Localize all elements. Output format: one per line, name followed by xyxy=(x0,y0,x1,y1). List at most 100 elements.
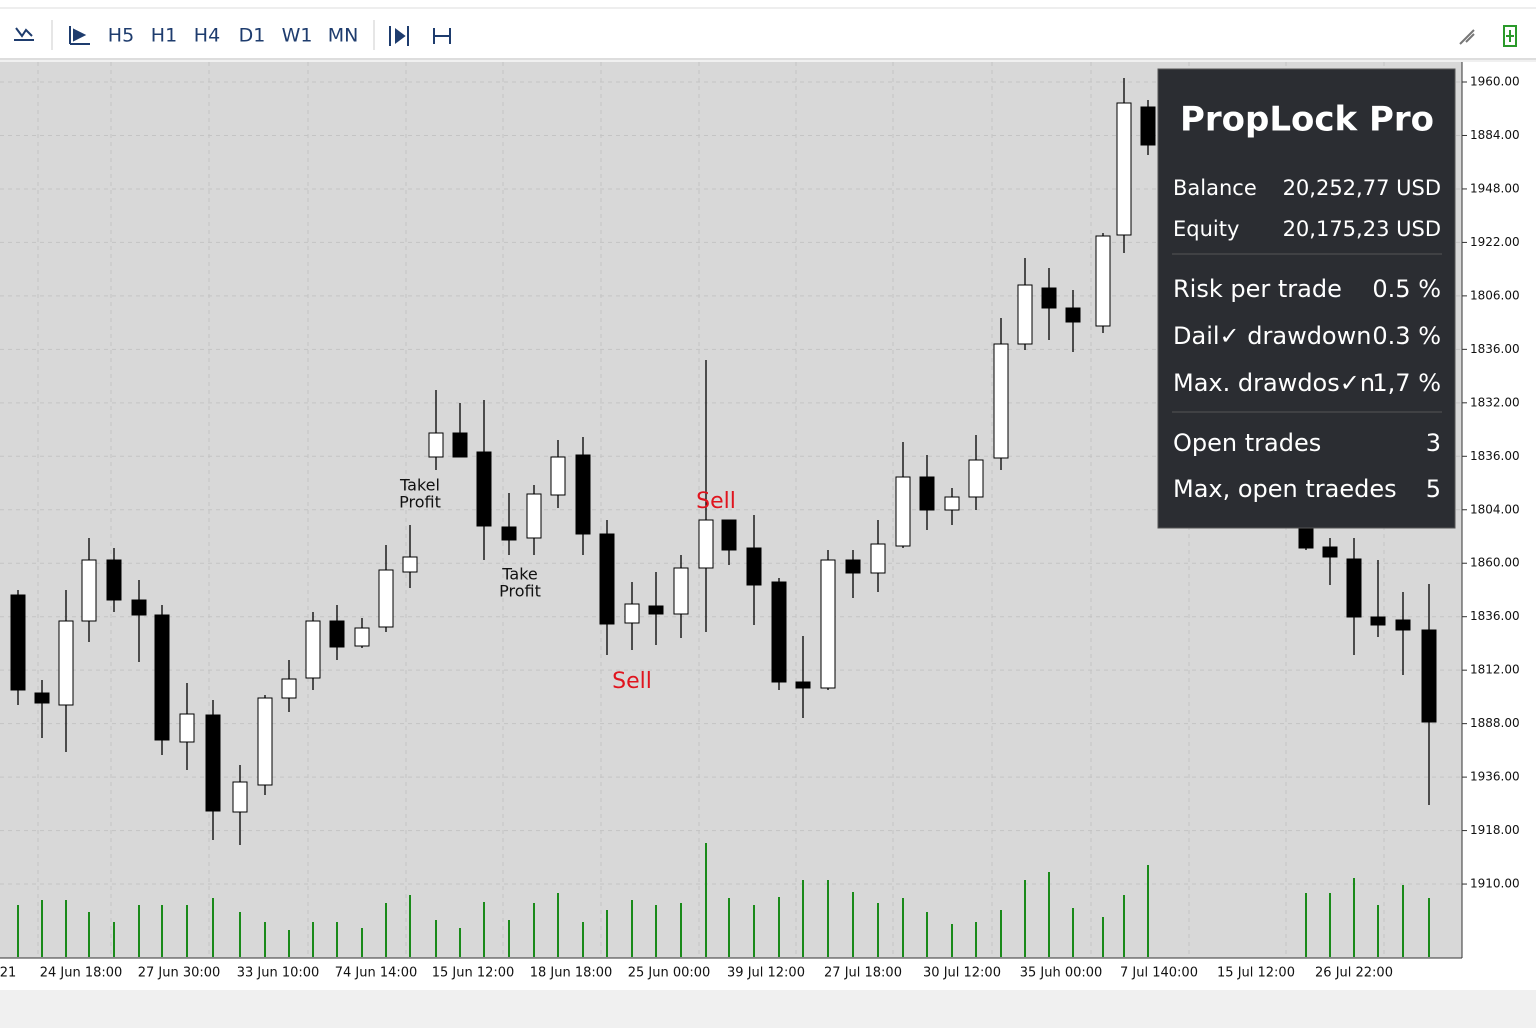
panel-value: 0.3 % xyxy=(1372,322,1441,350)
candle-body xyxy=(648,605,664,615)
timeframe-button[interactable]: H5 xyxy=(108,25,134,47)
panel-value: 0.5 % xyxy=(1372,275,1441,303)
candle-body xyxy=(179,713,195,743)
price-label: 1888.00 xyxy=(1470,716,1520,730)
time-label: 74 Jun 14:00 xyxy=(335,966,418,981)
pencil-icon[interactable] xyxy=(1459,29,1475,45)
price-label: 1832.00 xyxy=(1470,395,1520,409)
chart-annotation: Profit xyxy=(399,493,441,512)
toolbar xyxy=(0,0,1536,60)
time-label: 30 Jul 12:00 xyxy=(923,966,1001,981)
price-label: 1812.00 xyxy=(1470,663,1520,677)
candle-body xyxy=(698,519,714,569)
price-label: 1806.00 xyxy=(1470,288,1520,302)
time-label: 21 xyxy=(0,966,16,981)
panel-label: Risk per trade xyxy=(1173,275,1342,303)
chart-annotation: Sell xyxy=(696,489,736,514)
new-chart-icon[interactable] xyxy=(1503,25,1517,47)
candle-body xyxy=(746,547,762,586)
panel-value: 1,7 % xyxy=(1372,369,1441,397)
candle-body xyxy=(232,781,248,813)
candle-body xyxy=(106,559,122,601)
chart-type-icon[interactable] xyxy=(14,27,34,41)
candle-body xyxy=(10,594,26,691)
candle-body xyxy=(550,456,566,496)
panel-label: Max, open traedes xyxy=(1173,475,1397,503)
price-label: 1922.00 xyxy=(1470,235,1520,249)
candles xyxy=(10,78,1437,845)
candle-body xyxy=(968,459,984,498)
panel-label: Balance xyxy=(1173,176,1257,200)
price-label: 1836.00 xyxy=(1470,449,1520,463)
candle-body xyxy=(1065,307,1081,323)
panel-label: Max. drawdos✓n xyxy=(1173,369,1375,397)
candle-body xyxy=(919,476,935,511)
time-label: 27 Jun 30:00 xyxy=(138,966,221,981)
scroll-icon[interactable] xyxy=(69,26,90,45)
candle-body xyxy=(81,559,97,622)
price-label: 1918.00 xyxy=(1470,823,1520,837)
candle-body xyxy=(402,556,418,573)
candle-body xyxy=(378,569,394,628)
timeframe-button[interactable]: W1 xyxy=(282,25,313,47)
price-label: 1836.00 xyxy=(1470,342,1520,356)
panel-value: 20,252,77 USD xyxy=(1283,176,1441,200)
candle-body xyxy=(1298,527,1314,549)
timeframe-button[interactable]: MN xyxy=(328,25,359,47)
candle-body xyxy=(1041,287,1057,309)
time-label: 39 Jul 12:00 xyxy=(727,966,805,981)
time-label: 15 Jun 12:00 xyxy=(432,966,515,981)
candle-body xyxy=(993,343,1009,459)
candle-body xyxy=(1140,106,1156,146)
timeframe-button[interactable]: H4 xyxy=(194,25,220,47)
candle-body xyxy=(1370,616,1386,626)
candle-body xyxy=(599,533,615,625)
candle-body xyxy=(575,454,591,535)
price-label: 1910.00 xyxy=(1470,877,1520,891)
candle-body xyxy=(305,620,321,679)
candle-body xyxy=(721,519,737,551)
time-label: 26 Jul 22:00 xyxy=(1315,966,1393,981)
panel-title: PropLock Pro xyxy=(1180,100,1434,140)
candle-body xyxy=(771,581,787,683)
candle-body xyxy=(428,432,444,458)
candle-body xyxy=(131,599,147,616)
price-label: 1884.00 xyxy=(1470,128,1520,142)
candle-body xyxy=(257,697,273,786)
time-label: 25 Jun 00:00 xyxy=(628,966,711,981)
time-label: 18 Jun 18:00 xyxy=(530,966,613,981)
candle-body xyxy=(1017,284,1033,345)
period-sep-icon[interactable] xyxy=(433,28,451,44)
volumes xyxy=(17,843,1430,957)
candle-body xyxy=(624,603,640,624)
chart-annotation: Take xyxy=(501,565,537,584)
candle-body xyxy=(58,620,74,706)
candle-body xyxy=(895,476,911,547)
panel-rows: Balance 20,252,77 USD Equity 20,175,23 USD R… xyxy=(1173,176,1441,503)
candle-body xyxy=(354,627,370,647)
candle-body xyxy=(1095,235,1111,327)
price-label: 1948.00 xyxy=(1470,181,1520,195)
chart-annotation: Takel xyxy=(399,476,440,495)
shift-icon[interactable] xyxy=(389,26,409,46)
timeframe-button[interactable]: D1 xyxy=(239,25,266,47)
candle-body xyxy=(526,493,542,539)
panel-label: Dail✓ drawdown xyxy=(1173,322,1371,350)
candle-body xyxy=(820,559,836,689)
candle-body xyxy=(870,543,886,574)
price-label: 1860.00 xyxy=(1470,556,1520,570)
time-label: 35 Juh 00:00 xyxy=(1020,966,1103,981)
candle-body xyxy=(476,451,492,527)
candle-body xyxy=(34,692,50,704)
price-label: 1804.00 xyxy=(1470,502,1520,516)
candle-body xyxy=(673,567,689,615)
candle-body xyxy=(1116,102,1132,236)
price-label: 1836.00 xyxy=(1470,609,1520,623)
candle-body xyxy=(1322,546,1338,558)
candle-body xyxy=(205,714,221,812)
candle-body xyxy=(845,559,861,574)
candle-body xyxy=(329,620,345,648)
timeframe-button[interactable]: H1 xyxy=(151,25,177,47)
